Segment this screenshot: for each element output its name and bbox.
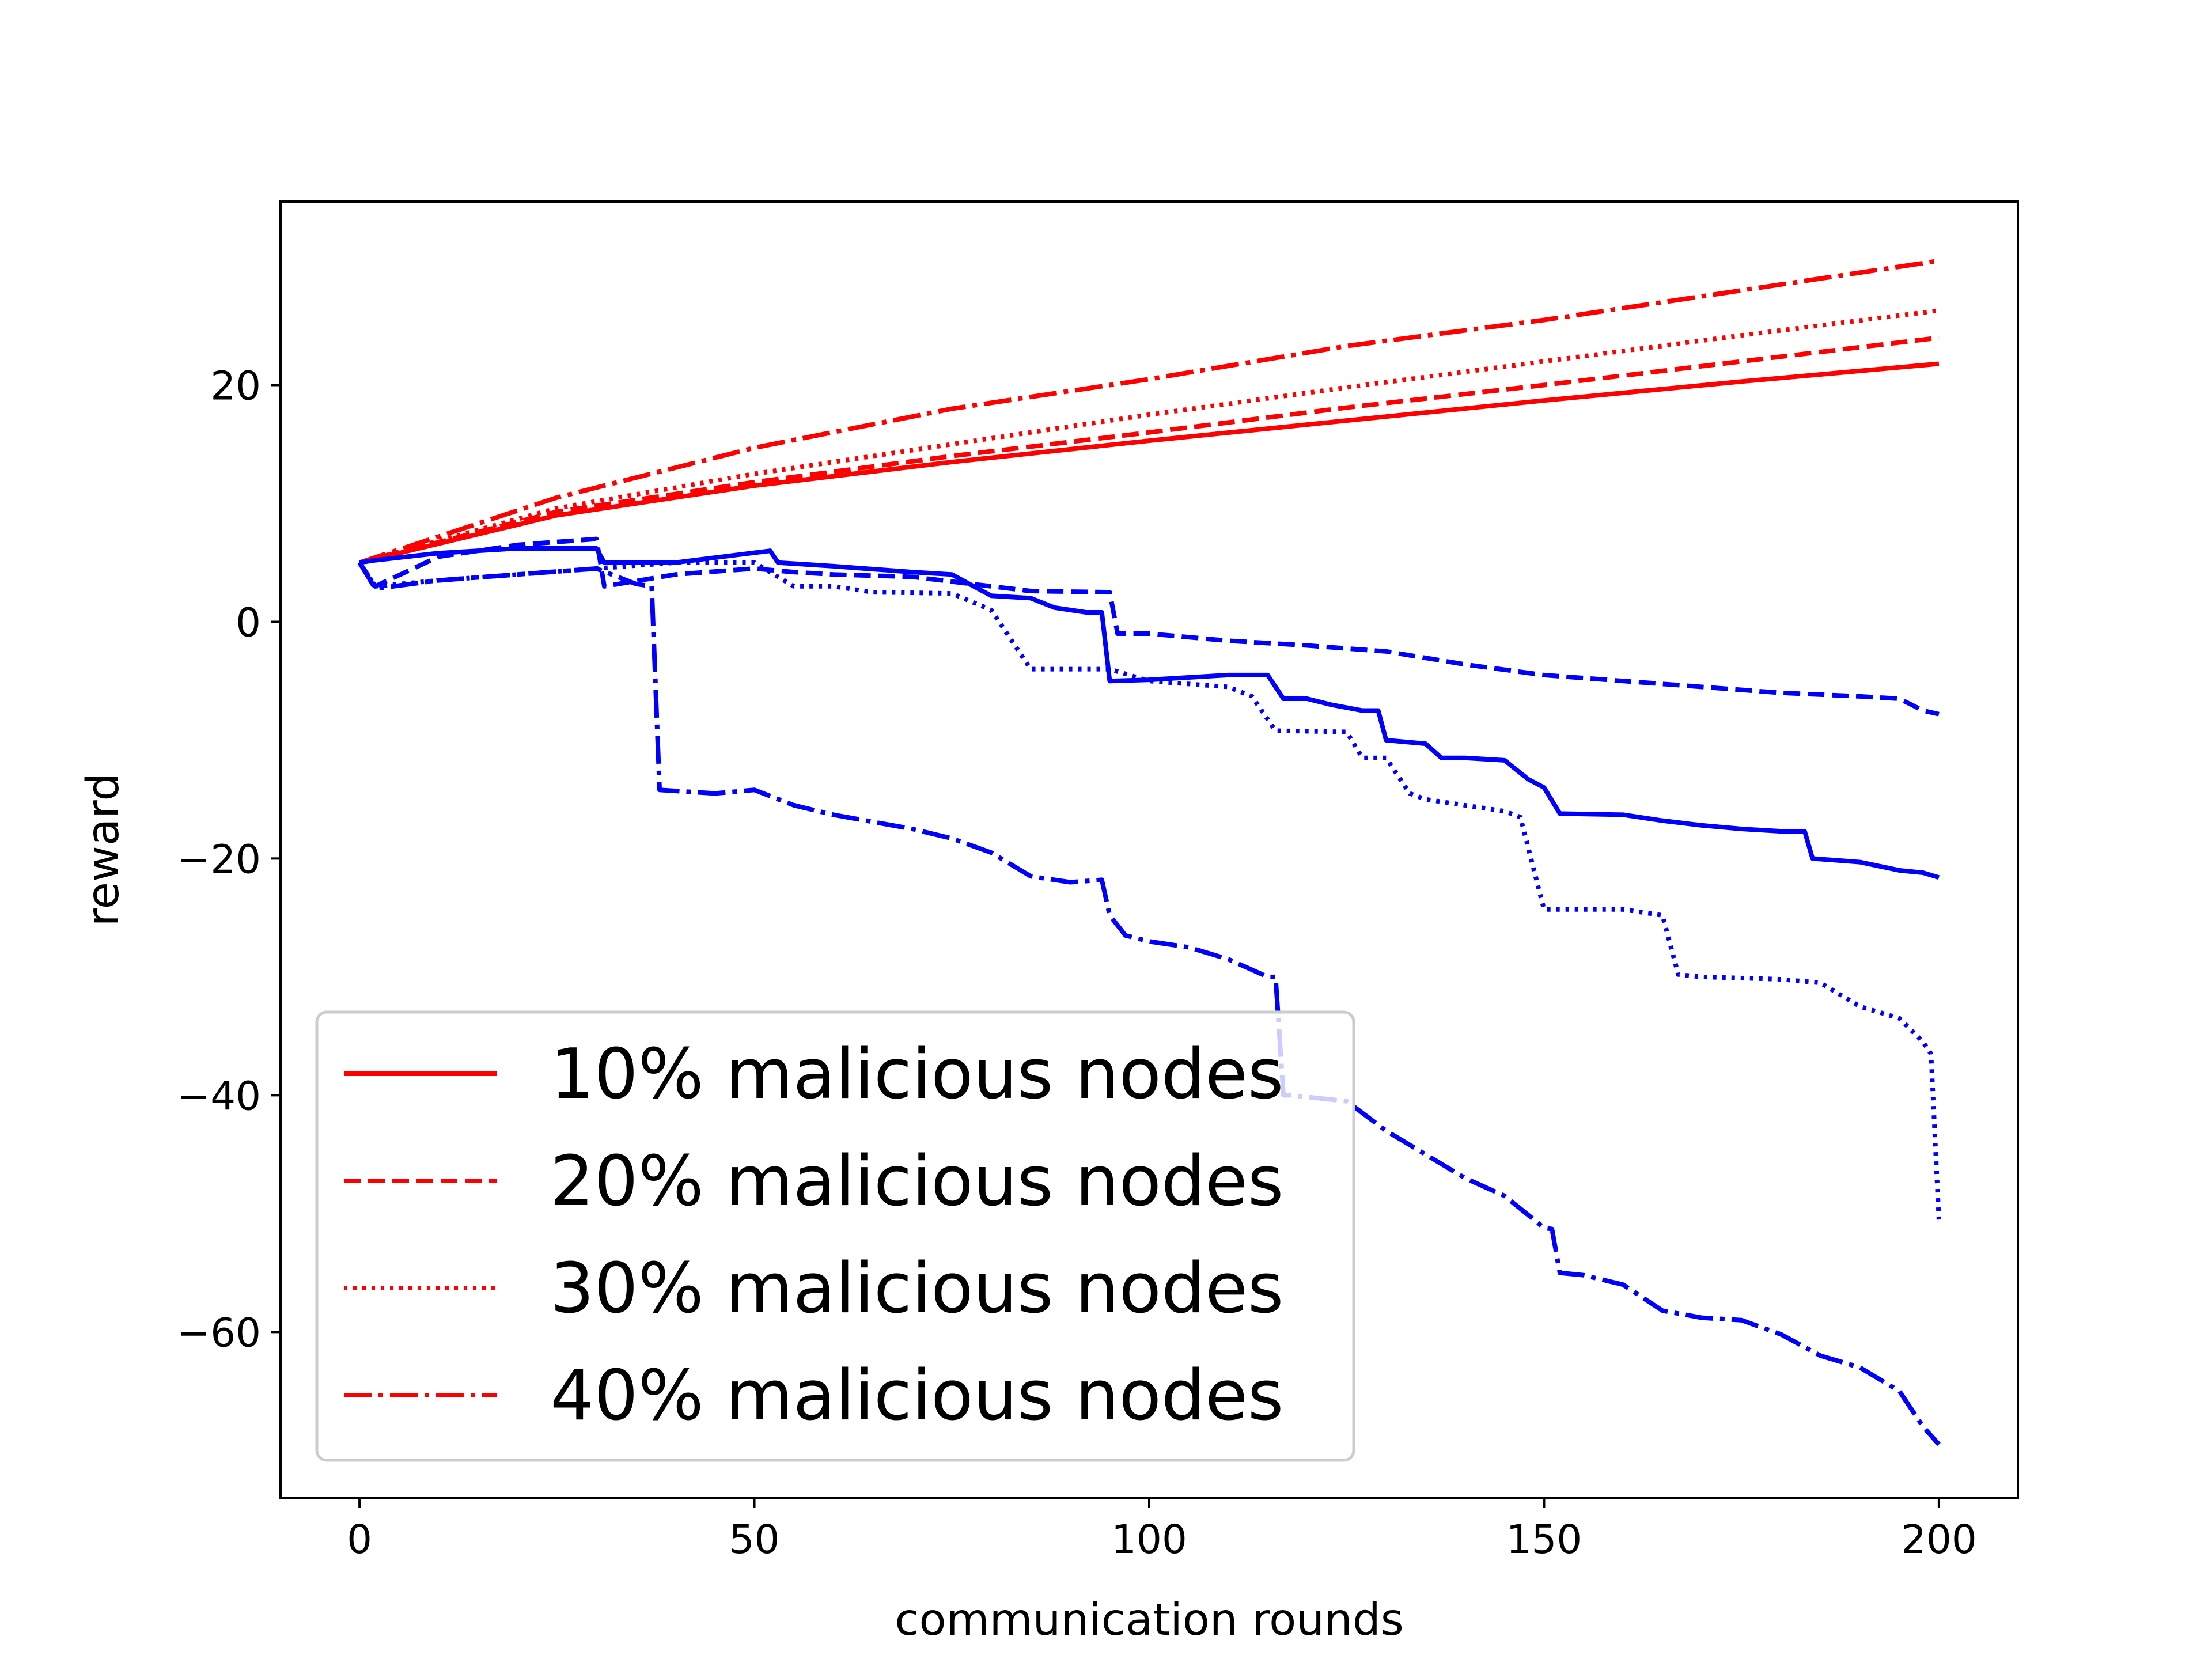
series-line-3 <box>358 258 1940 565</box>
y-tick-label: −20 <box>177 836 261 882</box>
legend-label: 10% malicious nodes <box>550 1035 1283 1115</box>
series-line-4 <box>359 546 1940 880</box>
x-axis-title: communication rounds <box>895 1594 1404 1646</box>
legend-box <box>315 1010 1355 1462</box>
y-tick-label: −60 <box>177 1310 261 1356</box>
series-line-2 <box>359 308 1940 565</box>
y-tick-label: 20 <box>210 363 261 409</box>
x-tick-label: 200 <box>1901 1517 1977 1563</box>
x-tick-label: 150 <box>1506 1517 1582 1563</box>
plot-frame <box>279 200 2019 1499</box>
series-line-7 <box>357 561 1941 1446</box>
legend-label: 20% malicious nodes <box>550 1142 1283 1222</box>
x-tick-label: 0 <box>347 1517 372 1563</box>
legend: 10% malicious nodes 20% malicious nodes 30… <box>315 1010 1355 1462</box>
series-line-6 <box>357 560 1941 1220</box>
series-line-5 <box>357 536 1940 717</box>
legend-label: 30% malicious nodes <box>550 1249 1283 1329</box>
y-tick-label: −40 <box>177 1073 261 1119</box>
legend-label: 40% malicious nodes <box>550 1356 1283 1436</box>
series-line-0 <box>359 361 1940 565</box>
x-tick-label: 100 <box>1111 1517 1187 1563</box>
series-lines <box>357 258 1941 1446</box>
series-line-1 <box>359 335 1940 565</box>
y-axis-title: reward <box>78 773 129 927</box>
x-tick-label: 50 <box>729 1517 780 1563</box>
y-tick-label: 0 <box>236 600 261 646</box>
